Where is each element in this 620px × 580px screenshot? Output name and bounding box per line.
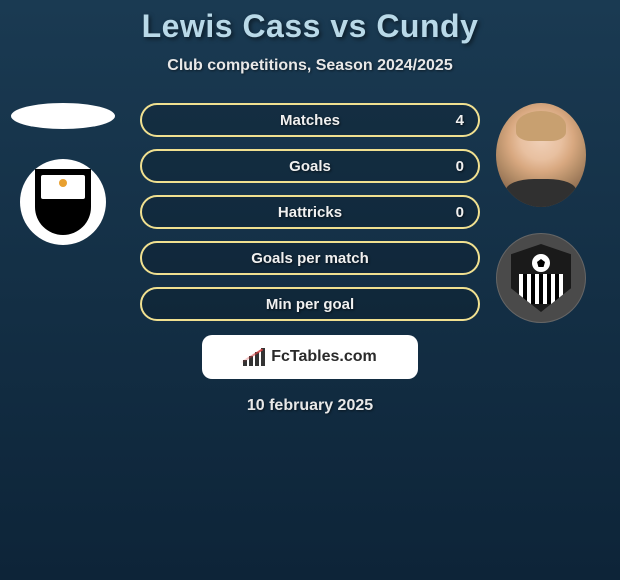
stat-label: Min per goal — [266, 296, 354, 313]
page-title: Lewis Cass vs Cundy — [0, 8, 620, 45]
chart-icon — [243, 348, 265, 366]
stat-label: Hattricks — [278, 204, 342, 221]
brand-text: FcTables.com — [271, 348, 377, 366]
stat-row-goals-per-match: Goals per match — [140, 241, 480, 275]
stat-row-min-per-goal: Min per goal — [140, 287, 480, 321]
stat-row-matches: Matches 4 — [140, 103, 480, 137]
page-subtitle: Club competitions, Season 2024/2025 — [0, 57, 620, 75]
stripes-icon — [519, 274, 563, 304]
player-right-photo — [496, 103, 586, 207]
stat-label: Matches — [280, 112, 340, 129]
brand-badge[interactable]: FcTables.com — [202, 335, 418, 379]
club-left-badge — [20, 159, 106, 245]
ball-icon — [532, 254, 550, 272]
stats-list: Matches 4 Goals 0 Hattricks 0 Goals per … — [140, 103, 480, 321]
notts-county-crest-icon — [511, 244, 571, 312]
stat-label: Goals — [289, 158, 331, 175]
stat-row-goals: Goals 0 — [140, 149, 480, 183]
stat-value: 0 — [456, 204, 464, 221]
player-left-column — [8, 103, 118, 245]
club-right-badge — [496, 233, 586, 323]
stat-row-hattricks: Hattricks 0 — [140, 195, 480, 229]
player-left-photo — [11, 103, 115, 129]
player-right-column — [486, 103, 596, 323]
stat-value: 4 — [456, 112, 464, 129]
date-text: 10 february 2025 — [0, 397, 620, 415]
header: Lewis Cass vs Cundy Club competitions, S… — [0, 0, 620, 75]
stat-value: 0 — [456, 158, 464, 175]
comparison-area: Matches 4 Goals 0 Hattricks 0 Goals per … — [0, 103, 620, 415]
port-vale-crest-icon — [35, 169, 91, 235]
stat-label: Goals per match — [251, 250, 369, 267]
